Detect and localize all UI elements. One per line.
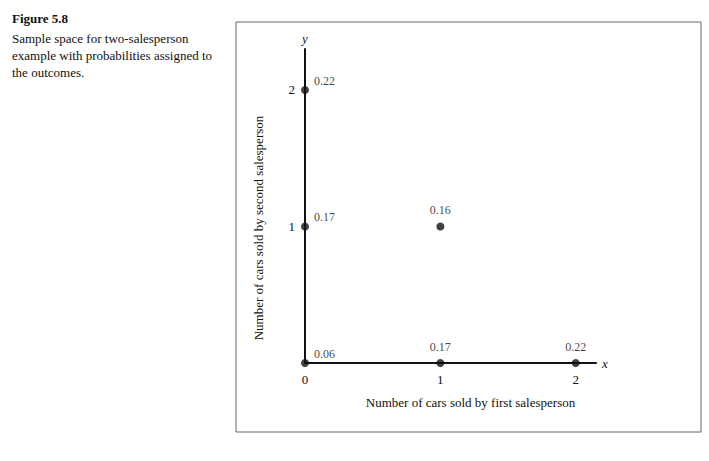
svg-text:x: x [601, 356, 608, 371]
svg-text:2: 2 [572, 372, 579, 387]
svg-text:Sample space for two-salespers: Sample space for two-salesperson [12, 31, 192, 46]
svg-text:Figure 5.8: Figure 5.8 [12, 11, 69, 26]
svg-text:Number of cars sold by first s: Number of cars sold by first salesperson [366, 395, 576, 410]
svg-text:0.22: 0.22 [565, 340, 586, 354]
svg-text:0: 0 [302, 372, 309, 387]
svg-text:2: 2 [289, 82, 296, 97]
svg-text:0.06: 0.06 [314, 347, 335, 361]
svg-text:Number of cars sold by second: Number of cars sold by second salesperso… [251, 115, 266, 340]
svg-text:0.17: 0.17 [314, 210, 335, 224]
svg-text:the outcomes.: the outcomes. [12, 65, 84, 80]
svg-text:1: 1 [289, 219, 296, 234]
svg-text:0.22: 0.22 [314, 74, 335, 88]
svg-text:y: y [300, 31, 308, 46]
svg-text:example with probabilities ass: example with probabilities assigned to [12, 48, 215, 63]
svg-text:1: 1 [437, 372, 444, 387]
svg-text:0.16: 0.16 [430, 203, 451, 217]
svg-text:0.17: 0.17 [430, 340, 451, 354]
